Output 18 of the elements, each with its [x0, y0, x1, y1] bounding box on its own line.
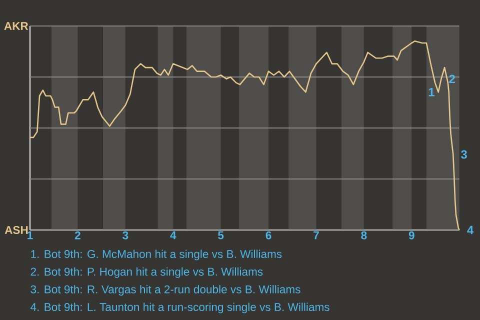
text: 4. Bot 9th: L. Taunton hit a run-scoring single vs B. Williams — [30, 302, 330, 314]
x-tick-label: 6 — [266, 231, 272, 240]
x-tick-label: 3 — [122, 231, 128, 240]
text: 2. Bot 9th: P. Hogan hit a single vs B. Williams — [30, 267, 263, 278]
ref-line-label: ASH — [4, 226, 28, 234]
x-tick-label: 5 — [218, 231, 224, 240]
x-tick-label: 9 — [408, 231, 414, 240]
x-tick-label: 4 — [170, 231, 176, 240]
x-tick-label: 8 — [361, 231, 367, 240]
text: 3. Bot 9th: R. Vargas hit a 2-run double vs B. Williams — [30, 285, 300, 296]
annotation: 3 — [461, 150, 467, 159]
annotation: 2 — [449, 74, 455, 84]
ref-line-label: AKR — [4, 22, 28, 30]
annotation: 1 — [428, 88, 434, 96]
text: 1. Bot 9th: G. McMahon hit a single vs B. Williams — [31, 250, 282, 260]
x-tick-label: 1 — [28, 231, 33, 240]
x-tick-label: 7 — [314, 231, 319, 240]
x-tick-label: 2 — [74, 231, 80, 240]
